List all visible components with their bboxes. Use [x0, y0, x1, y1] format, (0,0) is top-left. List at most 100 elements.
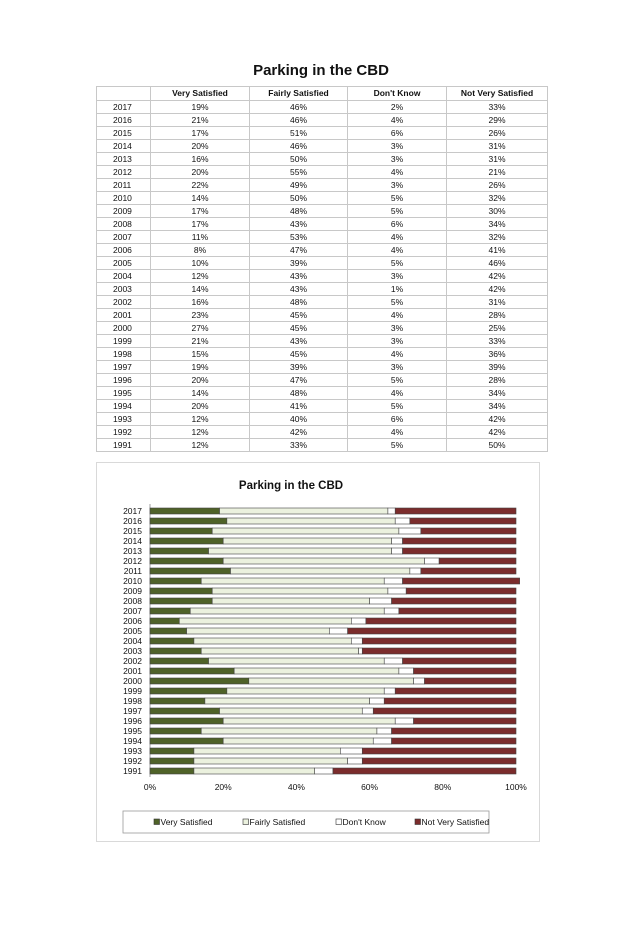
bar-segment-fairly-satisfied	[230, 567, 411, 575]
value-cell: 6%	[347, 412, 447, 426]
legend-swatch	[242, 818, 249, 825]
bar-segment-fairly-satisfied	[189, 607, 385, 615]
value-cell: 4%	[347, 165, 447, 179]
bar-segment-fairly-satisfied	[211, 597, 370, 605]
table-header-row: Very Satisfied Fairly Satisfied Don't Know…	[96, 86, 548, 101]
bar-segment-not-very-satisfied	[365, 617, 517, 625]
bar-segment-not-very-satisfied	[438, 557, 517, 565]
value-cell: 3%	[347, 178, 447, 192]
y-tick-label: 1991	[123, 766, 142, 776]
table-row: 2015 17% 51% 6% 26%	[96, 126, 548, 140]
value-cell: 28%	[446, 373, 548, 387]
value-cell: 26%	[446, 126, 548, 140]
year-cell: 2012	[96, 165, 151, 179]
bar-segment-don-t-know	[398, 527, 422, 535]
value-cell: 23%	[150, 308, 250, 322]
y-tick-label: 2012	[123, 556, 142, 566]
value-cell: 22%	[150, 178, 250, 192]
value-cell: 39%	[446, 360, 548, 374]
value-cell: 28%	[446, 308, 548, 322]
value-cell: 31%	[446, 295, 548, 309]
table-row: 2014 20% 46% 3% 31%	[96, 139, 548, 153]
stacked-bar-chart: Parking in the CBD2017201620152014201320…	[122, 480, 527, 834]
bar-segment-not-very-satisfied	[372, 707, 517, 715]
bar-segment-fairly-satisfied	[219, 507, 389, 515]
y-tick-label: 1995	[123, 726, 142, 736]
year-cell: 1997	[96, 360, 151, 374]
table-row: 2016 21% 46% 4% 29%	[96, 113, 548, 127]
table-body: 2017 19% 46% 2% 33% 2016 21% 46% 4% 29% 2015 17% 51%…	[96, 100, 548, 452]
table-row: 2005 10% 39% 5% 46%	[96, 256, 548, 270]
bar-segment-don-t-know	[358, 647, 363, 655]
y-tick-label: 1997	[123, 706, 142, 716]
value-cell: 46%	[249, 113, 348, 127]
bar-segment-don-t-know	[340, 747, 363, 755]
table-row: 1993 12% 40% 6% 42%	[96, 412, 548, 426]
table-row: 1992 12% 42% 4% 42%	[96, 425, 548, 439]
value-cell: 3%	[347, 321, 447, 335]
header-cell: Very Satisfied	[150, 86, 250, 101]
bar-segment-very-satisfied	[149, 767, 195, 775]
value-cell: 17%	[150, 126, 250, 140]
bar-segment-very-satisfied	[149, 697, 206, 705]
y-tick-label: 2013	[123, 546, 142, 556]
value-cell: 1%	[347, 282, 447, 296]
value-cell: 5%	[347, 295, 447, 309]
bar-segment-very-satisfied	[149, 627, 187, 635]
bar-segment-not-very-satisfied	[383, 697, 517, 705]
table-row: 2004 12% 43% 3% 42%	[96, 269, 548, 283]
y-tick-label: 2006	[123, 616, 142, 626]
bar-segment-very-satisfied	[149, 567, 231, 575]
value-cell: 14%	[150, 191, 250, 205]
bar-segment-don-t-know	[394, 517, 411, 525]
bar-segment-fairly-satisfied	[178, 617, 352, 625]
legend-box	[122, 810, 490, 834]
value-cell: 19%	[150, 360, 250, 374]
y-tick-label: 2011	[124, 566, 143, 576]
value-cell: 46%	[446, 256, 548, 270]
x-tick-label: 0%	[144, 782, 157, 792]
value-cell: 42%	[446, 425, 548, 439]
value-cell: 50%	[446, 438, 548, 452]
value-cell: 30%	[446, 204, 548, 218]
value-cell: 12%	[150, 269, 250, 283]
bar-segment-not-very-satisfied	[398, 607, 517, 615]
bar-segment-fairly-satisfied	[200, 727, 378, 735]
value-cell: 5%	[347, 204, 447, 218]
value-cell: 3%	[347, 360, 447, 374]
bar-segment-don-t-know	[391, 537, 403, 545]
year-cell: 2009	[96, 204, 151, 218]
bar-segment-don-t-know	[329, 627, 348, 635]
value-cell: 20%	[150, 399, 250, 413]
bar-segment-don-t-know	[369, 697, 385, 705]
bar-segment-very-satisfied	[149, 587, 213, 595]
data-table: Very Satisfied Fairly Satisfied Don't Know…	[96, 86, 548, 452]
table-row: 1997 19% 39% 3% 39%	[96, 360, 548, 374]
value-cell: 32%	[446, 230, 548, 244]
bar-segment-don-t-know	[383, 687, 396, 695]
legend-label: Don't Know	[343, 817, 387, 827]
bar-segment-very-satisfied	[149, 557, 224, 565]
value-cell: 42%	[446, 412, 548, 426]
y-tick-label: 2015	[123, 526, 142, 536]
bar-segment-don-t-know	[372, 737, 392, 745]
value-cell: 4%	[347, 308, 447, 322]
bar-segment-fairly-satisfied	[193, 637, 352, 645]
value-cell: 34%	[446, 386, 548, 400]
bar-segment-fairly-satisfied	[193, 757, 348, 765]
bar-segment-don-t-know	[424, 557, 440, 565]
year-cell: 1999	[96, 334, 151, 348]
bar-segment-very-satisfied	[149, 737, 224, 745]
y-tick-label: 1992	[123, 756, 142, 766]
bar-segment-not-very-satisfied	[391, 597, 517, 605]
bar-segment-don-t-know	[383, 607, 400, 615]
bar-segment-not-very-satisfied	[402, 577, 520, 585]
bar-segment-fairly-satisfied	[193, 747, 341, 755]
bar-segment-fairly-satisfied	[233, 667, 400, 675]
value-cell: 4%	[347, 113, 447, 127]
bar-segment-don-t-know	[351, 617, 367, 625]
value-cell: 11%	[150, 230, 250, 244]
value-cell: 16%	[150, 152, 250, 166]
value-cell: 34%	[446, 217, 548, 231]
bar-segment-very-satisfied	[149, 537, 224, 545]
